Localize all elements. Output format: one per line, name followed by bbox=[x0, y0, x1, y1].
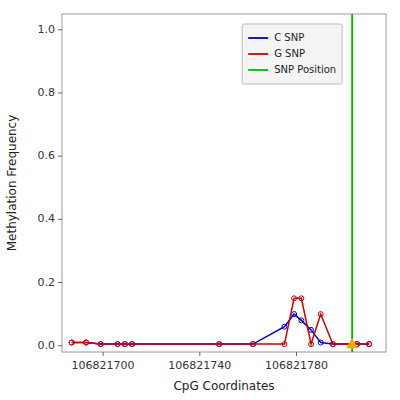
series-point bbox=[115, 342, 120, 347]
legend: C SNP G SNP SNP Position bbox=[242, 24, 342, 84]
y-tick bbox=[58, 345, 62, 346]
series-point bbox=[282, 324, 287, 329]
legend-box bbox=[242, 24, 342, 84]
y-tick-label: 1.0 bbox=[38, 23, 56, 36]
series-point bbox=[251, 342, 256, 347]
series-point bbox=[217, 342, 222, 347]
legend-entry: G SNP bbox=[274, 48, 305, 59]
series-line bbox=[72, 298, 369, 344]
series-point bbox=[122, 342, 127, 347]
chart: 0.0 0.2 0.4 0.6 0.8 1.0 106821700 106821740 1068… bbox=[0, 0, 400, 400]
x-axis-label: CpG Coordinates bbox=[173, 379, 274, 393]
series-point bbox=[299, 296, 304, 301]
y-tick-label: 0.6 bbox=[38, 149, 56, 162]
plot-area bbox=[69, 14, 371, 352]
y-tick-label: 0.4 bbox=[38, 212, 56, 225]
y-axis-label: Methylation Frequency bbox=[5, 115, 19, 252]
x-tick-label: 106821740 bbox=[168, 359, 231, 372]
x-tick bbox=[296, 352, 297, 356]
series-point bbox=[330, 342, 335, 347]
y-tick bbox=[58, 282, 62, 283]
y-tick-label: 0.8 bbox=[38, 86, 56, 99]
plot-frame bbox=[62, 14, 386, 352]
legend-entry: C SNP bbox=[274, 32, 304, 43]
series-point bbox=[318, 312, 323, 317]
series-point bbox=[309, 342, 314, 347]
series-point bbox=[282, 342, 287, 347]
series-line bbox=[72, 314, 369, 344]
series-point bbox=[98, 342, 103, 347]
y-tick bbox=[58, 219, 62, 220]
series-point bbox=[69, 340, 74, 345]
y-tick bbox=[58, 29, 62, 30]
y-tick-label: 0.2 bbox=[38, 276, 56, 289]
series-point bbox=[367, 342, 372, 347]
y-tick bbox=[58, 92, 62, 93]
snp-position-line bbox=[351, 14, 353, 352]
legend-swatch bbox=[248, 53, 268, 55]
x-tick bbox=[199, 352, 200, 356]
y-tick-label: 0.0 bbox=[38, 339, 56, 352]
legend-swatch bbox=[248, 37, 268, 39]
y-tick bbox=[58, 156, 62, 157]
series-point bbox=[299, 318, 304, 323]
series-point bbox=[292, 296, 297, 301]
x-tick bbox=[103, 352, 104, 356]
snp-marker bbox=[346, 338, 358, 348]
legend-entry: SNP Position bbox=[274, 64, 336, 75]
x-tick-label: 106821700 bbox=[72, 359, 135, 372]
series-point bbox=[309, 327, 314, 332]
series-point bbox=[292, 312, 297, 317]
series-point bbox=[84, 340, 89, 345]
series-point bbox=[318, 340, 323, 345]
series-point bbox=[130, 342, 135, 347]
x-tick-label: 106821780 bbox=[265, 359, 328, 372]
legend-swatch bbox=[248, 69, 268, 71]
